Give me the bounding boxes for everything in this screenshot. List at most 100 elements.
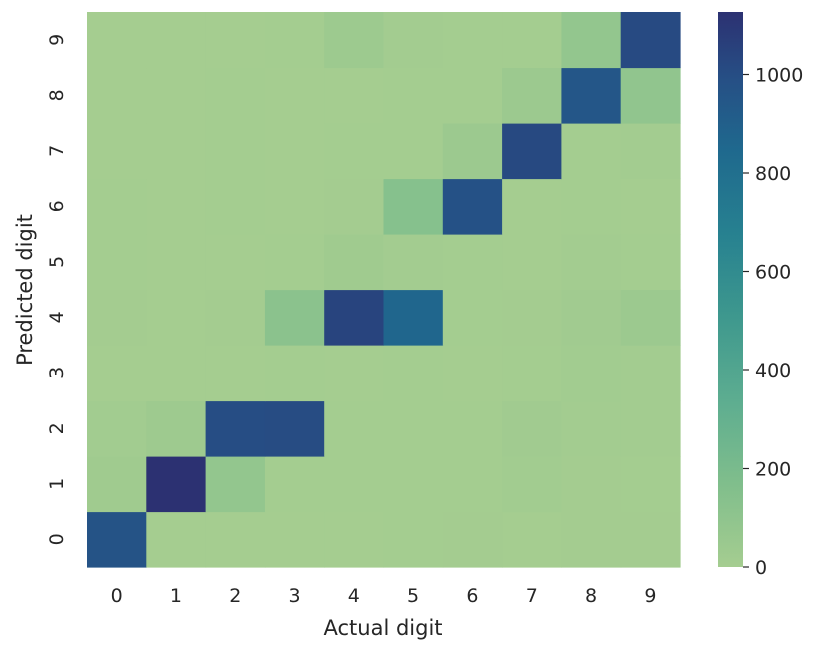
heatmap-cell-pred9-actual1 — [146, 12, 207, 69]
heatmap-cell-pred6-actual7 — [502, 178, 562, 235]
heatmap-cell-pred3-actual5 — [383, 345, 444, 402]
heatmap-cell-pred6-actual3 — [264, 178, 325, 235]
heatmap-cell-pred7-actual0 — [87, 123, 147, 180]
heatmap-cell-pred7-actual3 — [264, 123, 325, 180]
heatmap-cell-pred9-actual4 — [324, 12, 385, 69]
heatmap-cell-pred9-actual6 — [442, 12, 503, 69]
heatmap-cell-pred7-actual8 — [561, 123, 622, 180]
heatmap-cell-pred4-actual9 — [620, 289, 681, 346]
heatmap-cell-pred2-actual2 — [205, 400, 266, 457]
colorbar-tick-label-0: 0 — [755, 557, 767, 579]
heatmap-cell-pred0-actual0 — [87, 511, 147, 568]
heatmap-cell-pred3-actual2 — [205, 345, 266, 402]
heatmap-cell-pred7-actual9 — [620, 123, 681, 180]
heatmap-cell-pred4-actual5 — [383, 289, 444, 346]
heatmap-cell-pred4-actual0 — [87, 289, 147, 346]
heatmap-cell-pred1-actual1 — [146, 456, 207, 513]
heatmap-cell-pred0-actual8 — [561, 511, 622, 568]
heatmap-cell-pred1-actual3 — [264, 456, 325, 513]
heatmap-cell-pred1-actual7 — [502, 456, 562, 513]
heatmap-cell-pred9-actual5 — [383, 12, 444, 69]
heatmap-cell-pred2-actual7 — [502, 400, 562, 457]
y-tick-label-5: 5 — [46, 256, 68, 268]
heatmap-cell-pred3-actual9 — [620, 345, 681, 402]
colorbar-tick-label-400: 400 — [755, 360, 791, 382]
heatmap-cell-pred3-actual3 — [264, 345, 325, 402]
heatmap-cell-pred2-actual5 — [383, 400, 444, 457]
heatmap-cell-pred1-actual6 — [442, 456, 503, 513]
heatmap-cell-pred5-actual5 — [383, 234, 444, 291]
heatmap-cell-pred1-actual4 — [324, 456, 385, 513]
heatmap-cell-pred7-actual5 — [383, 123, 444, 180]
heatmap-cell-pred5-actual9 — [620, 234, 681, 291]
heatmap-cell-pred3-actual7 — [502, 345, 562, 402]
heatmap-cell-pred7-actual7 — [502, 123, 562, 180]
heatmap-cell-pred8-actual1 — [146, 67, 207, 124]
heatmap-cell-pred6-actual2 — [205, 178, 266, 235]
heatmap-cell-pred9-actual0 — [87, 12, 147, 69]
heatmap-cell-pred3-actual6 — [442, 345, 503, 402]
heatmap-cell-pred7-actual6 — [442, 123, 503, 180]
heatmap-cell-pred6-actual9 — [620, 178, 681, 235]
y-tick-label-6: 6 — [46, 200, 68, 212]
x-tick-label-1: 1 — [170, 585, 182, 607]
heatmap-cell-pred0-actual1 — [146, 511, 207, 568]
heatmap-cell-pred7-actual1 — [146, 123, 207, 180]
heatmap-cell-pred2-actual6 — [442, 400, 503, 457]
heatmap-cell-pred9-actual8 — [561, 12, 622, 69]
heatmap-cell-pred4-actual3 — [264, 289, 325, 346]
colorbar-tick-label-1000: 1000 — [755, 65, 803, 87]
heatmap-cell-pred0-actual9 — [620, 511, 681, 568]
heatmap-cell-pred8-actual3 — [264, 67, 325, 124]
heatmap-cell-pred4-actual7 — [502, 289, 562, 346]
heatmap-cell-pred6-actual8 — [561, 178, 622, 235]
y-tick-label-8: 8 — [46, 89, 68, 101]
heatmap-cell-pred2-actual9 — [620, 400, 681, 457]
heatmap-cell-pred5-actual7 — [502, 234, 562, 291]
heatmap-cell-pred0-actual3 — [264, 511, 325, 568]
x-tick-label-6: 6 — [466, 585, 478, 607]
heatmap-cell-pred2-actual0 — [87, 400, 147, 457]
heatmap-cell-pred1-actual9 — [620, 456, 681, 513]
heatmap-cell-pred6-actual6 — [442, 178, 503, 235]
heatmap-cell-pred1-actual8 — [561, 456, 622, 513]
heatmap-cell-pred0-actual4 — [324, 511, 385, 568]
x-tick-label-7: 7 — [526, 585, 538, 607]
heatmap-cell-pred6-actual0 — [87, 178, 147, 235]
heatmap-cell-pred9-actual2 — [205, 12, 266, 69]
x-tick-label-5: 5 — [407, 585, 419, 607]
y-tick-label-3: 3 — [46, 367, 68, 379]
heatmap-cell-pred1-actual2 — [205, 456, 266, 513]
heatmap-cell-pred6-actual1 — [146, 178, 207, 235]
heatmap-cell-pred5-actual0 — [87, 234, 147, 291]
heatmap-cell-pred8-actual6 — [442, 67, 503, 124]
y-tick-label-0: 0 — [46, 533, 68, 545]
heatmap-cell-pred6-actual4 — [324, 178, 385, 235]
y-axis-title: Predicted digit — [13, 214, 37, 366]
colorbar-tick-label-600: 600 — [755, 262, 791, 284]
heatmap-cell-pred6-actual5 — [383, 178, 444, 235]
heatmap-cell-pred8-actual8 — [561, 67, 622, 124]
x-tick-label-0: 0 — [111, 585, 123, 607]
heatmap-cells — [87, 12, 681, 568]
heatmap-cell-pred3-actual8 — [561, 345, 622, 402]
heatmap-cell-pred9-actual7 — [502, 12, 562, 69]
heatmap-cell-pred3-actual1 — [146, 345, 207, 402]
heatmap-cell-pred4-actual4 — [324, 289, 385, 346]
heatmap-cell-pred2-actual1 — [146, 400, 207, 457]
x-axis-title: Actual digit — [323, 616, 442, 640]
x-tick-labels: 0 1 2 3 4 5 6 7 8 9 — [111, 585, 657, 607]
heatmap-cell-pred0-actual6 — [442, 511, 503, 568]
heatmap-cell-pred5-actual8 — [561, 234, 622, 291]
heatmap-cell-pred5-actual6 — [442, 234, 503, 291]
heatmap-cell-pred8-actual9 — [620, 67, 681, 124]
heatmap-cell-pred5-actual3 — [264, 234, 325, 291]
heatmap-cell-pred9-actual9 — [620, 12, 681, 69]
heatmap-cell-pred0-actual2 — [205, 511, 266, 568]
x-tick-label-2: 2 — [229, 585, 241, 607]
y-tick-label-1: 1 — [46, 478, 68, 490]
heatmap-cell-pred2-actual3 — [264, 400, 325, 457]
heatmap-cell-pred2-actual8 — [561, 400, 622, 457]
colorbar — [718, 12, 743, 567]
